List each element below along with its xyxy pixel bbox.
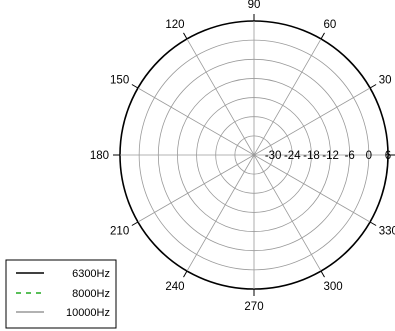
radial-tick-label: -6 — [345, 150, 355, 162]
legend-label-6300hz: 6300Hz — [72, 268, 110, 280]
radial-tick-label: -18 — [303, 150, 320, 162]
grid-spoke — [253, 38, 322, 156]
angular-tick-mark — [369, 221, 377, 226]
grid-spoke — [137, 154, 255, 223]
angular-tick-label: 300 — [324, 281, 343, 293]
angular-tick-label: 90 — [248, 0, 261, 11]
angular-tick-mark — [320, 270, 325, 278]
angular-tick-label: 210 — [110, 226, 129, 238]
grid-spoke — [137, 87, 255, 156]
radial-tick-label: -24 — [284, 150, 301, 162]
angular-tick-label: 180 — [90, 150, 109, 162]
angular-tick-mark — [369, 84, 377, 89]
angular-tick-label: 270 — [244, 301, 263, 313]
radial-tick-label: -30 — [265, 150, 282, 162]
radial-tick-label: 0 — [366, 150, 372, 162]
legend: 6300Hz 8000Hz 10000Hz — [5, 259, 117, 329]
polar-grid — [113, 14, 395, 296]
angular-tick-label: 150 — [110, 75, 129, 87]
radial-tick-label: -12 — [322, 150, 339, 162]
legend-label-8000hz: 8000Hz — [72, 288, 110, 300]
legend-box — [5, 259, 117, 329]
angular-tick-mark — [131, 84, 139, 89]
angular-tick-label: 330 — [379, 226, 395, 238]
radial-tick-labels: -30 -24 -18 -12 -6 0 6 — [265, 150, 391, 162]
grid-spoke — [253, 154, 371, 223]
angular-tick-mark — [131, 221, 139, 226]
angular-tick-mark — [183, 32, 188, 40]
angular-tick-label: 60 — [324, 19, 337, 31]
grid-spoke — [186, 38, 255, 156]
angular-tick-mark — [320, 32, 325, 40]
radial-tick-label: 6 — [385, 150, 391, 162]
angular-tick-labels: 0 30 60 90 120 150 180 210 240 270 300 330 — [90, 0, 395, 313]
grid-spoke — [253, 87, 371, 156]
grid-spoke — [186, 154, 255, 272]
angular-tick-label: 120 — [165, 19, 184, 31]
angular-tick-label: 240 — [165, 281, 184, 293]
angular-tick-label: 30 — [379, 75, 392, 87]
grid-spoke — [253, 154, 322, 272]
angular-tick-mark — [183, 270, 188, 278]
legend-label-10000hz: 10000Hz — [66, 307, 110, 319]
